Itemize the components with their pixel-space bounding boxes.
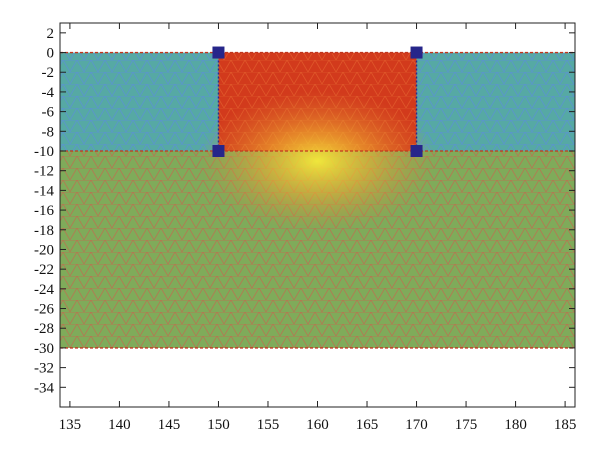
- y-tick-label: -32: [34, 361, 54, 377]
- x-tick-label: 160: [306, 417, 329, 433]
- hotspot: [198, 91, 437, 231]
- y-tick-label: -2: [42, 65, 55, 81]
- y-tick-label: -24: [34, 282, 54, 298]
- x-tick-label: 185: [554, 417, 577, 433]
- corner-marker-2: [212, 145, 225, 157]
- y-tick-label: -26: [34, 302, 54, 318]
- y-tick-label: -34: [34, 380, 54, 396]
- axes: 135 140 145 150 155 160 165 170 175 180 185 2 0 -2 -4 -…: [34, 22, 577, 433]
- x-tick-label: 170: [405, 417, 428, 433]
- y-tick-label: 0: [47, 46, 55, 62]
- x-tick-label: 155: [257, 417, 280, 433]
- x-tick-label: 175: [455, 417, 478, 433]
- x-tick-label: 140: [108, 417, 131, 433]
- y-tick-label: -28: [34, 321, 54, 337]
- region-mesh-2: [416, 52, 575, 151]
- y-tick-label: 2: [47, 26, 55, 42]
- region-mesh-1: [60, 52, 219, 151]
- y-tick-label: -12: [34, 164, 54, 180]
- x-tick-label: 165: [356, 417, 379, 433]
- corner-marker-0: [212, 46, 225, 59]
- y-tick-label: -14: [34, 183, 54, 199]
- x-tick-label: 145: [158, 417, 181, 433]
- corner-marker-3: [410, 145, 423, 157]
- x-tick-label: 150: [207, 417, 230, 433]
- y-tick-label: -22: [34, 262, 54, 278]
- y-tick-label: -8: [42, 124, 55, 140]
- y-tick-label: -10: [34, 144, 54, 160]
- y-tick-label: -30: [34, 341, 54, 357]
- y-tick-label: -4: [42, 85, 55, 101]
- plot-area: [60, 46, 575, 349]
- corner-marker-1: [410, 46, 423, 59]
- y-tick-label: -16: [34, 203, 54, 219]
- y-tick-label: -18: [34, 223, 54, 239]
- y-tick-label: -6: [42, 105, 55, 121]
- y-tick-label: -20: [34, 242, 54, 258]
- x-tick-label: 135: [59, 417, 82, 433]
- x-tick-label: 180: [504, 417, 527, 433]
